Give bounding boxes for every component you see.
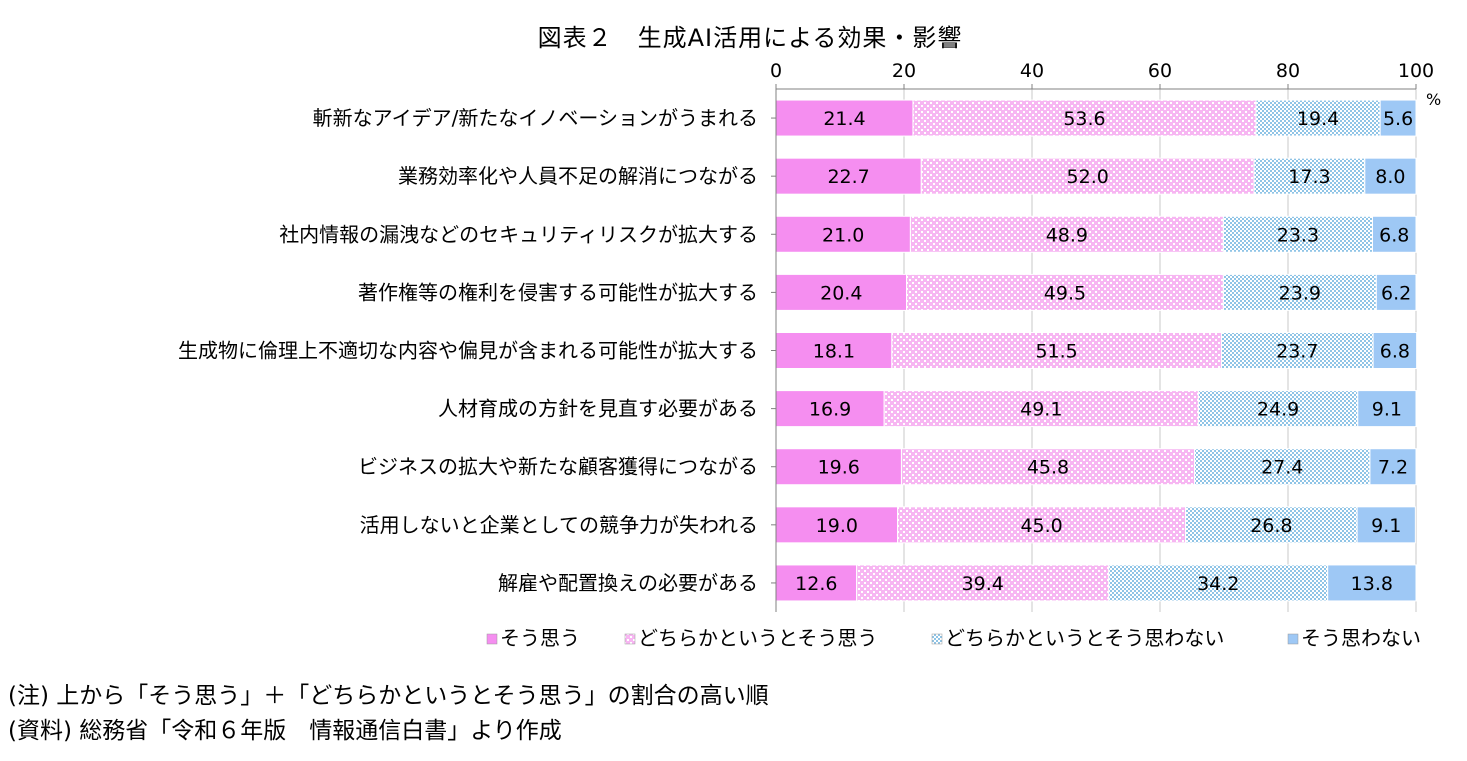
data-label: 34.2 bbox=[1197, 573, 1239, 595]
bar-segment bbox=[1364, 157, 1417, 195]
bar-segment bbox=[1371, 215, 1417, 253]
category-label: 生成物に倫理上不適切な内容や偏見が含まれる可能性が拡大する bbox=[178, 339, 758, 363]
footnote-source: (資料) 総務省「令和６年版 情報通信白書」より作成 bbox=[8, 718, 562, 744]
data-label: 21.4 bbox=[823, 108, 865, 130]
category-label: 社内情報の漏洩などのセキュリティリスクが拡大する bbox=[279, 222, 758, 246]
x-tick-label: 100 bbox=[1398, 60, 1434, 82]
data-label: 51.5 bbox=[1035, 341, 1077, 363]
legend-swatch bbox=[624, 633, 636, 645]
data-label: 19.6 bbox=[818, 457, 860, 479]
data-label: 6.2 bbox=[1381, 282, 1411, 304]
bar-segment bbox=[883, 390, 1199, 428]
data-label: 7.2 bbox=[1378, 457, 1408, 479]
data-label: 22.7 bbox=[827, 166, 869, 188]
x-tick-label: 0 bbox=[770, 60, 782, 82]
data-label: 17.3 bbox=[1288, 166, 1330, 188]
legend-swatch bbox=[486, 633, 498, 645]
bar-segment bbox=[909, 215, 1224, 253]
data-label: 48.9 bbox=[1046, 224, 1088, 246]
bar-segment bbox=[1369, 448, 1417, 486]
data-label: 24.9 bbox=[1257, 399, 1299, 421]
data-label: 52.0 bbox=[1067, 166, 1109, 188]
axis-layer: 0 20 40 60 80 100 斬新なアイデア/新たなイノベーションがうまれる業務効率化… bbox=[178, 60, 1434, 612]
bar-segment bbox=[1327, 564, 1417, 602]
bar-segment bbox=[775, 157, 922, 195]
bar-segment bbox=[906, 273, 1224, 311]
category-label: 著作権等の権利を侵害する可能性が拡大する bbox=[358, 280, 758, 304]
data-label: 20.4 bbox=[820, 282, 862, 304]
bar-layer: 21.4 53.6 19.4 5.6 22.7 52.0 17.3 8.0 21.0 48.9 23… bbox=[775, 99, 1418, 602]
data-label: 21.0 bbox=[822, 224, 864, 246]
legend-label: どちらかというとそう思わない bbox=[945, 626, 1224, 650]
data-label: 19.0 bbox=[816, 515, 858, 537]
legend: そう思う どちらかというとそう思う どちらかというとそう思わない そう思わない bbox=[486, 626, 1421, 650]
bar-segment bbox=[856, 564, 1110, 602]
legend-swatch bbox=[931, 633, 943, 645]
data-label: 5.6 bbox=[1383, 108, 1413, 130]
legend-label: どちらかというとそう思う bbox=[638, 626, 877, 650]
bar-segment bbox=[1379, 99, 1417, 137]
legend-swatch bbox=[1287, 633, 1299, 645]
data-label: 49.5 bbox=[1044, 282, 1086, 304]
category-label: 業務効率化や人員不足の解消につながる bbox=[398, 164, 758, 188]
bar-segment bbox=[775, 273, 908, 311]
bar-segment bbox=[775, 448, 902, 486]
bar-segment bbox=[775, 215, 911, 253]
data-label: 8.0 bbox=[1375, 166, 1405, 188]
data-label: 39.4 bbox=[962, 573, 1004, 595]
data-label: 23.9 bbox=[1279, 282, 1321, 304]
bar-segment bbox=[1356, 506, 1416, 544]
footnote-note: (注) 上から「そう思う」＋「どちらかというとそう思う」の割合の高い順 bbox=[8, 683, 769, 709]
data-label: 27.4 bbox=[1261, 457, 1303, 479]
bar-segment bbox=[1185, 506, 1358, 544]
percent-unit-label: % bbox=[1426, 90, 1442, 109]
category-label: 人材育成の方針を見直す必要がある bbox=[438, 397, 758, 421]
data-label: 23.3 bbox=[1277, 224, 1319, 246]
x-tick-label: 60 bbox=[1148, 60, 1172, 82]
data-label: 13.8 bbox=[1351, 573, 1393, 595]
data-label: 19.4 bbox=[1297, 108, 1339, 130]
data-label: 45.8 bbox=[1027, 457, 1069, 479]
data-label: 12.6 bbox=[795, 573, 837, 595]
legend-label: そう思わない bbox=[1301, 626, 1421, 650]
x-tick-label: 40 bbox=[1020, 60, 1044, 82]
category-label: 活用しないと企業としての競争力が失われる bbox=[360, 513, 758, 537]
bar-segment bbox=[1375, 273, 1417, 311]
bar-segment bbox=[1357, 390, 1417, 428]
data-label: 53.6 bbox=[1063, 108, 1105, 130]
data-label: 6.8 bbox=[1380, 341, 1410, 363]
bar-segment bbox=[912, 99, 1257, 137]
data-label: 45.0 bbox=[1020, 515, 1062, 537]
data-label: 16.9 bbox=[809, 399, 851, 421]
bar-segment bbox=[1220, 332, 1374, 369]
bar-segment bbox=[1253, 157, 1366, 195]
legend-label: そう思う bbox=[500, 626, 580, 650]
chart-title: 図表２ 生成AI活用による効果・影響 bbox=[537, 24, 963, 52]
data-label: 18.1 bbox=[813, 341, 855, 363]
bar-segment bbox=[920, 157, 1255, 195]
data-label: 9.1 bbox=[1372, 399, 1402, 421]
category-label: 解雇や配置換えの必要がある bbox=[498, 571, 758, 595]
data-label: 26.8 bbox=[1250, 515, 1292, 537]
bar-segment bbox=[1222, 273, 1377, 311]
bar-segment bbox=[775, 506, 899, 544]
data-label: 49.1 bbox=[1020, 399, 1062, 421]
bar-segment bbox=[1222, 215, 1373, 253]
data-label: 9.1 bbox=[1371, 515, 1401, 537]
category-label: ビジネスの拡大や新たな顧客獲得につながる bbox=[358, 455, 758, 479]
bar-segment bbox=[897, 506, 1187, 544]
bar-segment bbox=[1372, 332, 1418, 369]
x-tick-label: 20 bbox=[892, 60, 916, 82]
data-label: 23.7 bbox=[1276, 341, 1318, 363]
bar-segment bbox=[891, 332, 1222, 369]
category-label: 斬新なアイデア/新たなイノベーションがうまれる bbox=[313, 106, 758, 130]
x-tick-label: 80 bbox=[1276, 60, 1300, 82]
data-label: 6.8 bbox=[1379, 224, 1409, 246]
